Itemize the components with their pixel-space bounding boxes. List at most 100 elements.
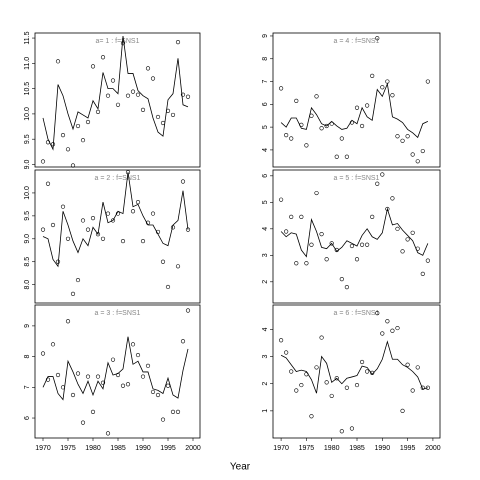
point: [420, 271, 425, 276]
panel-frame: [34, 169, 201, 304]
y-tick-label: 8: [24, 355, 31, 359]
panel-frame: [34, 32, 201, 168]
point: [365, 369, 370, 374]
point: [284, 350, 289, 355]
point: [304, 261, 309, 266]
point: [155, 114, 161, 120]
point: [314, 94, 319, 99]
point: [40, 159, 46, 164]
point: [180, 179, 186, 184]
point: [130, 342, 136, 347]
point: [135, 92, 141, 97]
y-tick-label: 10.0: [24, 186, 31, 200]
y-tick-label: 9: [262, 34, 269, 38]
point: [284, 132, 289, 138]
point: [329, 393, 334, 399]
point: [185, 94, 191, 99]
point: [370, 214, 375, 219]
point: [299, 214, 304, 219]
point: [410, 388, 415, 393]
point: [180, 339, 186, 344]
point: [370, 73, 375, 78]
point: [110, 357, 116, 362]
point: [110, 218, 116, 223]
point: [319, 232, 324, 237]
point: [395, 134, 400, 139]
point: [80, 420, 86, 425]
point: [115, 102, 121, 107]
y-tick-label: 6: [24, 416, 31, 420]
y-tick-label: 8.5: [24, 257, 31, 267]
point: [319, 335, 324, 340]
point: [380, 331, 385, 336]
point: [130, 209, 136, 214]
panel-frame: [272, 304, 441, 439]
point: [405, 362, 410, 367]
point: [170, 112, 176, 118]
y-tick-label: 9.0: [24, 234, 31, 244]
x-tick-label: 1995: [160, 445, 176, 452]
point: [80, 218, 86, 223]
point: [60, 204, 66, 209]
y-tick-label: 5: [262, 200, 269, 204]
point: [415, 365, 420, 370]
point: [140, 238, 146, 244]
point: [329, 241, 334, 246]
point: [80, 138, 86, 143]
point: [425, 258, 430, 263]
point: [400, 249, 405, 254]
point: [359, 123, 365, 129]
point: [150, 389, 156, 395]
point: [365, 242, 370, 247]
y-tick-label: 2: [262, 280, 269, 284]
panel-title: a = 6 : f=SNS1: [334, 310, 380, 317]
point: [85, 119, 91, 125]
point: [278, 197, 284, 202]
point: [165, 383, 171, 388]
point: [420, 148, 425, 154]
point: [50, 222, 56, 228]
y-tick-label: 10.0: [24, 107, 31, 121]
panel-title: a= 1 : f=SNS1: [96, 38, 140, 45]
point: [324, 380, 329, 385]
x-tick-label: 1970: [273, 445, 289, 452]
point: [105, 211, 111, 216]
point: [140, 374, 146, 379]
y-tick-label: 2: [262, 382, 269, 386]
point: [405, 237, 410, 242]
point: [165, 284, 171, 290]
point: [294, 261, 299, 266]
point: [125, 93, 131, 98]
y-tick-label: 11.0: [24, 57, 31, 70]
point: [334, 376, 339, 381]
y-tick-label: 5: [262, 125, 269, 129]
point: [294, 388, 299, 393]
point: [185, 308, 191, 313]
point: [70, 163, 76, 168]
point: [130, 89, 136, 94]
point: [180, 92, 186, 97]
point: [390, 93, 395, 98]
y-tick-label: 9.0: [24, 160, 31, 170]
x-tick-label: 1990: [375, 445, 391, 452]
point: [314, 365, 319, 370]
y-tick-label: 9.5: [24, 134, 31, 144]
y-tick-label: 8.0: [24, 280, 31, 290]
point: [65, 236, 71, 241]
point: [110, 78, 116, 83]
x-tick-label: 1975: [299, 445, 315, 452]
panel-title: a = 3 : f=SNS1: [95, 310, 141, 317]
point: [284, 229, 289, 234]
point: [40, 351, 46, 356]
point: [150, 211, 156, 216]
x-tick-label: 1985: [110, 445, 126, 452]
point: [120, 41, 126, 46]
point: [289, 369, 294, 374]
panel-title: a = 5 : f=SNS1: [334, 175, 380, 182]
point: [319, 126, 324, 131]
point: [415, 159, 420, 164]
point: [45, 181, 51, 186]
x-tick-label: 1985: [349, 445, 365, 452]
point: [145, 66, 151, 71]
